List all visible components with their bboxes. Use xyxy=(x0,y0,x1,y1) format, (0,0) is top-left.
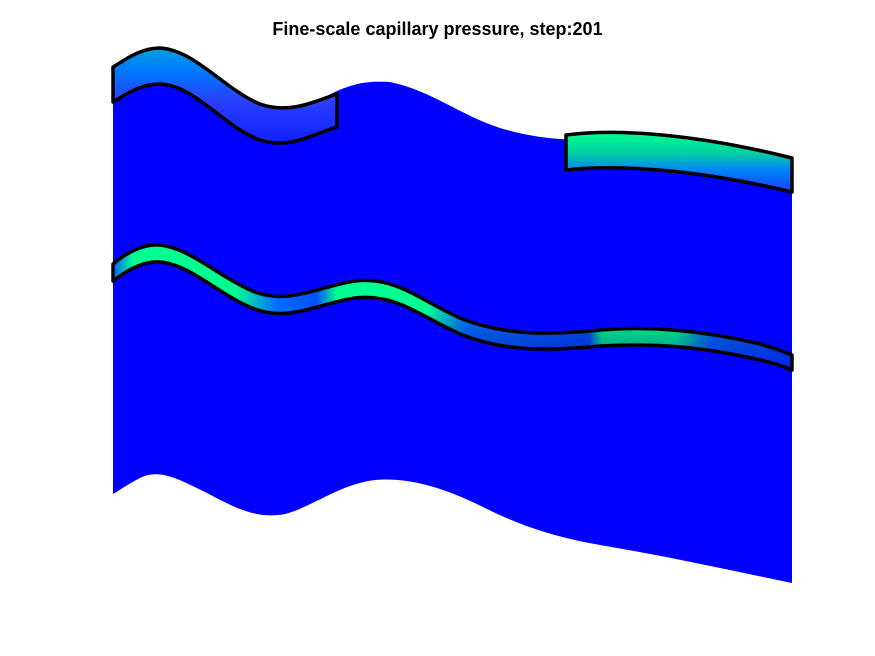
middle-layer xyxy=(111,243,794,372)
upper-right-lens xyxy=(564,130,794,194)
figure-title: Fine-scale capillary pressure, step:201 xyxy=(272,19,603,39)
upper-left-lens xyxy=(111,46,339,145)
